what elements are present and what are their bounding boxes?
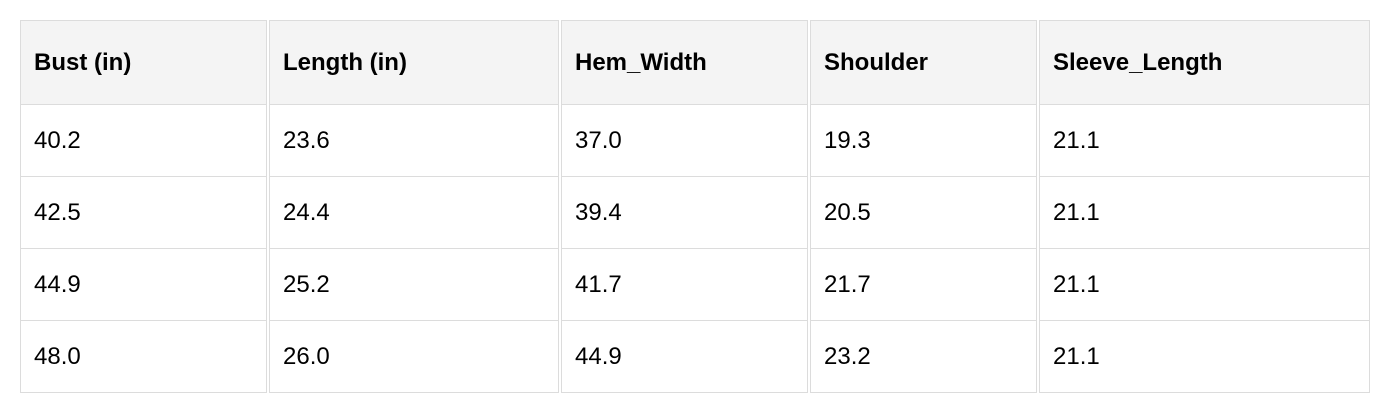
cell: 42.5 [20, 177, 267, 249]
cell: 21.1 [1039, 177, 1370, 249]
cell: 44.9 [20, 249, 267, 321]
cell: 39.4 [561, 177, 808, 249]
header-row: Bust (in) Length (in) Hem_Width Shoulder… [20, 20, 1370, 105]
header-shoulder: Shoulder [810, 20, 1037, 105]
cell: 48.0 [20, 321, 267, 393]
cell: 37.0 [561, 105, 808, 177]
cell: 41.7 [561, 249, 808, 321]
cell: 21.1 [1039, 249, 1370, 321]
cell: 21.1 [1039, 321, 1370, 393]
cell: 23.6 [269, 105, 559, 177]
cell: 20.5 [810, 177, 1037, 249]
header-sleeve-length: Sleeve_Length [1039, 20, 1370, 105]
cell: 26.0 [269, 321, 559, 393]
cell: 40.2 [20, 105, 267, 177]
table-row: 42.5 24.4 39.4 20.5 21.1 [20, 177, 1370, 249]
table-row: 48.0 26.0 44.9 23.2 21.1 [20, 321, 1370, 393]
measurements-table: Bust (in) Length (in) Hem_Width Shoulder… [18, 20, 1372, 393]
cell: 19.3 [810, 105, 1037, 177]
table-row: 40.2 23.6 37.0 19.3 21.1 [20, 105, 1370, 177]
table-row: 44.9 25.2 41.7 21.7 21.1 [20, 249, 1370, 321]
cell: 23.2 [810, 321, 1037, 393]
header-length: Length (in) [269, 20, 559, 105]
header-hem-width: Hem_Width [561, 20, 808, 105]
cell: 21.1 [1039, 105, 1370, 177]
cell: 25.2 [269, 249, 559, 321]
cell: 21.7 [810, 249, 1037, 321]
cell: 44.9 [561, 321, 808, 393]
cell: 24.4 [269, 177, 559, 249]
header-bust: Bust (in) [20, 20, 267, 105]
